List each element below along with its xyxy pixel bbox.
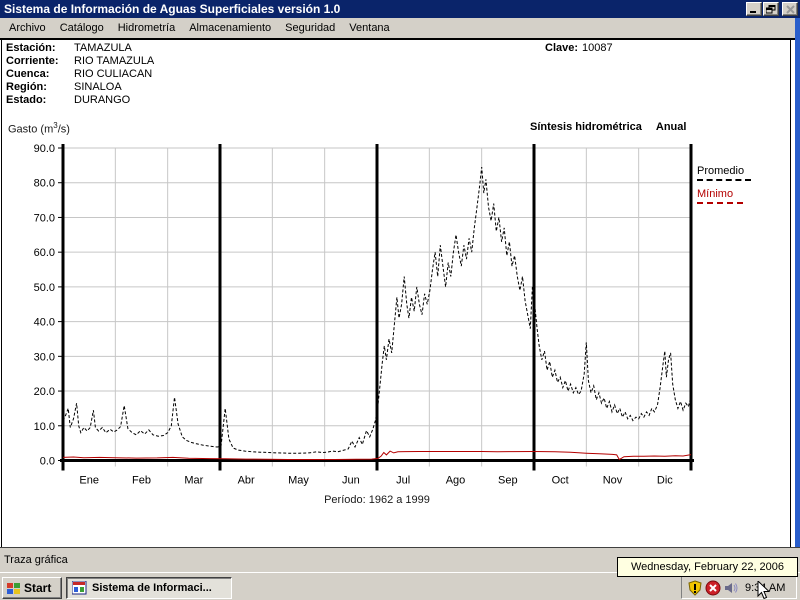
field-value: TAMAZULA	[74, 42, 132, 54]
svg-text:70.0: 70.0	[34, 212, 55, 224]
field-label: Región:	[6, 81, 47, 93]
security-shield-red-icon[interactable]	[705, 580, 721, 596]
svg-text:Dic: Dic	[657, 475, 673, 487]
svg-text:40.0: 40.0	[34, 317, 55, 329]
start-label: Start	[24, 581, 52, 595]
status-text: Traza gráfica	[4, 554, 68, 566]
svg-text:30.0: 30.0	[34, 351, 55, 363]
chart-title-text: Síntesis hidrométrica	[530, 121, 642, 133]
legend-promedio: Promedio	[697, 165, 751, 181]
minimize-icon	[750, 10, 756, 13]
svg-text:Oct: Oct	[552, 475, 569, 487]
y-axis-title: Gasto (m3/s)	[8, 121, 70, 136]
svg-text:10.0: 10.0	[34, 421, 55, 433]
legend-promedio-line	[697, 179, 751, 181]
field-value: RIO TAMAZULA	[74, 55, 155, 67]
field-label: Cuenca:	[6, 68, 50, 80]
taskbar-task-sistema[interactable]: Sistema de Informaci...	[66, 577, 232, 599]
svg-text:Nov: Nov	[603, 475, 623, 487]
content-left-border	[1, 38, 2, 547]
station-row: Región: SINALOA	[6, 81, 154, 94]
restore-button[interactable]	[763, 2, 779, 16]
svg-text:Ago: Ago	[446, 475, 466, 487]
station-row: Estación: TAMAZULA	[6, 42, 154, 55]
station-row: Corriente: RIO TAMAZULA	[6, 55, 154, 68]
clave-field: Clave: 10087	[545, 42, 613, 54]
hydrograph-chart: 0.0 10.0 20.0 30.0 40.0 50.0 60.0 70.0 80.0 90.0 E…	[34, 143, 694, 487]
field-value: SINALOA	[74, 81, 122, 93]
svg-text:0.0: 0.0	[40, 456, 55, 468]
date-tooltip: Wednesday, February 22, 2006	[617, 557, 798, 577]
station-info: Estación: TAMAZULA Corriente: RIO TAMAZULA…	[6, 42, 154, 107]
menu-almacenamiento[interactable]: Almacenamiento	[189, 22, 272, 34]
chart-legend: Promedio Mínimo	[697, 165, 751, 211]
svg-text:Mar: Mar	[184, 475, 203, 487]
legend-minimo-label: Mínimo	[697, 188, 734, 200]
svg-text:50.0: 50.0	[34, 282, 55, 294]
app-icon	[72, 581, 87, 595]
svg-text:60.0: 60.0	[34, 247, 55, 259]
security-shield-yellow-icon[interactable]	[687, 579, 703, 596]
window-right-border	[795, 18, 800, 572]
content-right-border	[790, 38, 791, 547]
menu-hidrometria[interactable]: Hidrometría	[117, 22, 176, 34]
start-button[interactable]: Start	[2, 577, 62, 599]
close-button[interactable]	[782, 2, 798, 16]
legend-minimo-line	[697, 202, 743, 204]
field-value: DURANGO	[74, 94, 131, 106]
legend-promedio-label: Promedio	[697, 165, 745, 177]
mouse-cursor	[757, 581, 771, 600]
volume-icon[interactable]	[723, 580, 739, 596]
menu-ventana[interactable]: Ventana	[349, 22, 390, 34]
period-caption: Período: 1962 a 1999	[324, 494, 430, 506]
svg-text:May: May	[288, 475, 309, 487]
svg-text:90.0: 90.0	[34, 143, 55, 155]
svg-text:Jun: Jun	[342, 475, 360, 487]
menu-archivo[interactable]: Archivo	[9, 22, 46, 34]
svg-text:Feb: Feb	[132, 475, 151, 487]
windows-logo-icon	[7, 582, 20, 594]
clave-value: 10087	[582, 42, 613, 54]
restore-icon	[766, 4, 776, 13]
svg-text:Abr: Abr	[238, 475, 255, 487]
menu-bar: Archivo Catálogo Hidrometría Almacenamie…	[0, 18, 800, 38]
menu-catalogo[interactable]: Catálogo	[59, 22, 104, 34]
svg-text:Ene: Ene	[79, 475, 99, 487]
minimize-button[interactable]	[746, 2, 762, 16]
field-label: Estado:	[6, 94, 47, 106]
chart-period-type: Anual	[655, 121, 687, 133]
clave-label: Clave:	[545, 42, 579, 54]
svg-text:20.0: 20.0	[34, 386, 55, 398]
station-row: Cuenca: RIO CULIACAN	[6, 68, 154, 81]
task-label: Sistema de Informaci...	[92, 582, 212, 594]
menu-seguridad[interactable]: Seguridad	[285, 22, 336, 34]
close-icon	[785, 4, 795, 14]
station-row: Estado: DURANGO	[6, 94, 154, 107]
legend-minimo: Mínimo	[697, 188, 751, 204]
system-tray: 9:34 AM	[681, 576, 797, 599]
chart-title: Síntesis hidrométrica Anual	[530, 121, 686, 133]
field-label: Estación:	[6, 42, 56, 54]
field-value: RIO CULIACAN	[74, 68, 153, 80]
svg-text:Jul: Jul	[396, 475, 410, 487]
window-titlebar[interactable]: Sistema de Información de Aguas Superfic…	[0, 0, 800, 18]
svg-text:Sep: Sep	[498, 475, 518, 487]
svg-text:80.0: 80.0	[34, 178, 55, 190]
content-area	[0, 38, 800, 547]
window-title: Sistema de Información de Aguas Superfic…	[4, 2, 341, 16]
field-label: Corriente:	[6, 55, 59, 67]
